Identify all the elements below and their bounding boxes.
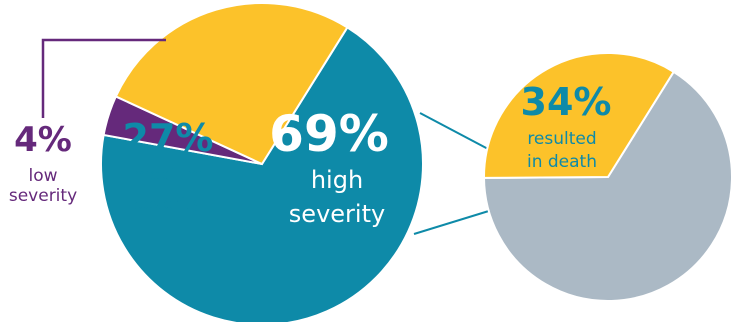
death-label-line-2: in death [527, 152, 597, 172]
medium-severity-label-line-2: severity [134, 194, 202, 214]
low-severity-leader-line [41, 38, 166, 118]
other-outcome-slice [482, 70, 732, 302]
low-severity-percent: 4% [14, 120, 72, 160]
high-severity-label-line-1: high [311, 166, 363, 194]
death-label-line-1: resulted [527, 129, 596, 149]
medium-severity-label-line-1: medium [133, 165, 203, 185]
breakout-connectors [413, 112, 493, 235]
high-severity-slice [100, 26, 424, 322]
medium-severity-slice [114, 2, 349, 166]
medium-severity-percent: 27% [123, 116, 214, 160]
death-percent: 34% [521, 80, 612, 124]
death-pie [482, 52, 732, 302]
low-severity-label-line-2: severity [9, 186, 77, 206]
connector-line-top [419, 112, 491, 151]
connector-line-bottom [413, 209, 493, 235]
high-severity-percent: 69% [269, 105, 389, 163]
low-severity-label-line-1: low [28, 166, 57, 186]
low-severity-leader-line-path [41, 38, 166, 118]
high-severity-label-line-2: severity [289, 200, 385, 228]
resulted-in-death-slice [482, 52, 676, 179]
severity-pie [100, 2, 424, 322]
